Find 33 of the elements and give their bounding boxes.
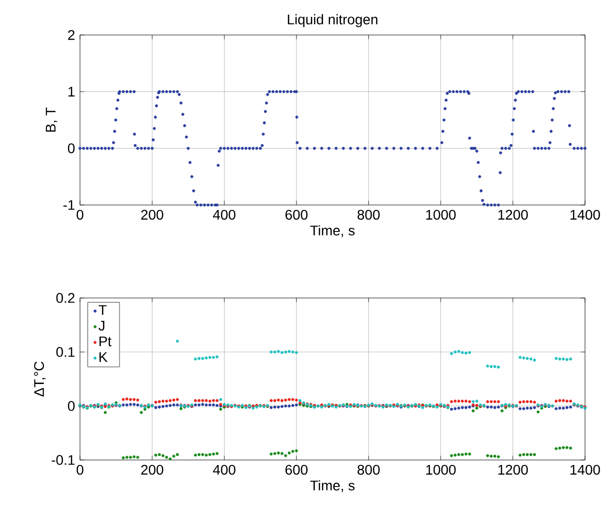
x-tick-label: 800	[358, 464, 380, 475]
y-tick-label: 1	[68, 86, 74, 96]
x-axis-title: Time, s	[310, 480, 355, 492]
legend-label: K	[100, 352, 108, 362]
x-axis-title: Time, s	[310, 225, 355, 238]
x-tick-label: 600	[286, 210, 308, 220]
y-tick-label: -1	[63, 200, 74, 210]
x-tick-label: 0	[76, 464, 84, 475]
x-tick-label: 1200	[498, 210, 528, 220]
legend-label: T	[98, 305, 107, 315]
x-tick-label: 400	[212, 464, 236, 475]
x-tick-label: 1200	[498, 464, 528, 475]
x-tick-label: 0	[76, 210, 84, 220]
x-tick-label: 200	[141, 210, 164, 220]
x-tick-label: 200	[141, 464, 164, 475]
x-tick-label: 1400	[570, 464, 600, 475]
y-axis-title: ΔT,°C	[34, 362, 46, 396]
legend-label: J	[98, 320, 104, 331]
x-tick-label: 1000	[426, 464, 456, 475]
chart-title: Liquid nitrogen	[288, 14, 378, 28]
x-tick-label: 800	[358, 210, 380, 220]
y-tick-label: 2	[68, 30, 74, 40]
y-tick-label: 0.2	[56, 293, 74, 303]
x-tick-label: 400	[212, 210, 236, 220]
y-tick-label: 0.1	[56, 347, 74, 357]
y-tick-label: 0	[68, 401, 75, 411]
y-axis-title: B, T	[46, 108, 58, 132]
x-tick-label: 1400	[570, 210, 600, 220]
x-tick-label: 600	[286, 464, 308, 475]
x-tick-label: 1000	[426, 210, 456, 220]
y-tick-label: 0	[68, 143, 75, 154]
legend-label: Pt	[100, 336, 112, 346]
y-tick-label: -0.1	[52, 455, 74, 465]
